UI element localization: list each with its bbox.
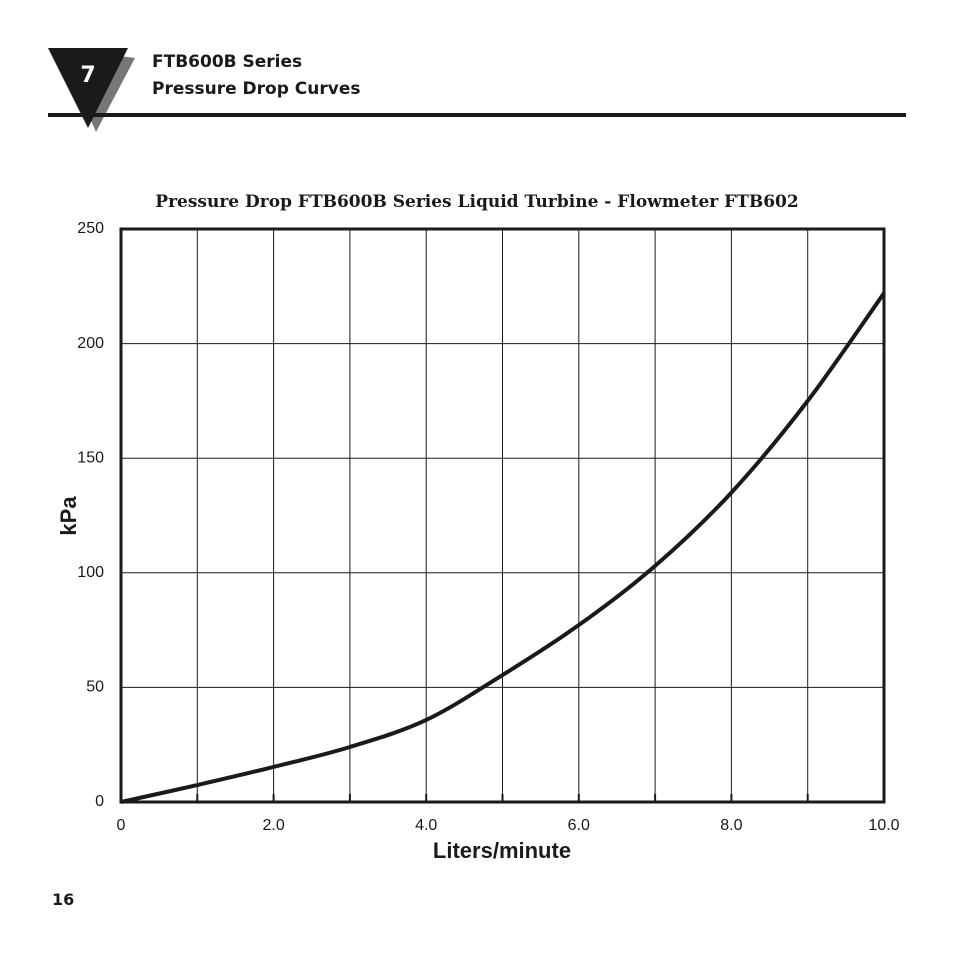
x-tick-label: 10.0 bbox=[868, 817, 899, 834]
y-tick-label: 0 bbox=[95, 793, 104, 810]
chapter-number: 7 bbox=[80, 63, 95, 88]
chart-title: Pressure Drop FTB600B Series Liquid Turb… bbox=[155, 192, 798, 212]
data-line bbox=[120, 292, 886, 804]
y-tick-label: 50 bbox=[86, 679, 104, 696]
y-tick-label: 150 bbox=[77, 449, 104, 466]
page-number: 16 bbox=[52, 890, 74, 909]
logo bbox=[48, 48, 128, 128]
plot-frame bbox=[119, 227, 886, 804]
header-subtitle: Pressure Drop Curves bbox=[152, 79, 361, 99]
x-axis-label: Liters/minute bbox=[433, 838, 571, 863]
x-tick-label: 2.0 bbox=[262, 817, 284, 834]
x-tick-label: 8.0 bbox=[720, 817, 742, 834]
header-title: FTB600B Series bbox=[152, 52, 302, 72]
x-tick-label: 6.0 bbox=[568, 817, 590, 834]
y-axis-label: kPa bbox=[56, 496, 81, 536]
plot: 0 50 100 150 200 250 0 2.0 4.0 6.0 8.0 10.0 bbox=[77, 220, 899, 834]
y-tick-label: 100 bbox=[77, 564, 104, 581]
header-rule bbox=[48, 113, 906, 117]
x-tick-label: 0 bbox=[117, 817, 126, 834]
y-tick-label: 250 bbox=[77, 220, 104, 237]
x-tick-label: 4.0 bbox=[415, 817, 437, 834]
y-tick-label: 200 bbox=[77, 335, 104, 352]
